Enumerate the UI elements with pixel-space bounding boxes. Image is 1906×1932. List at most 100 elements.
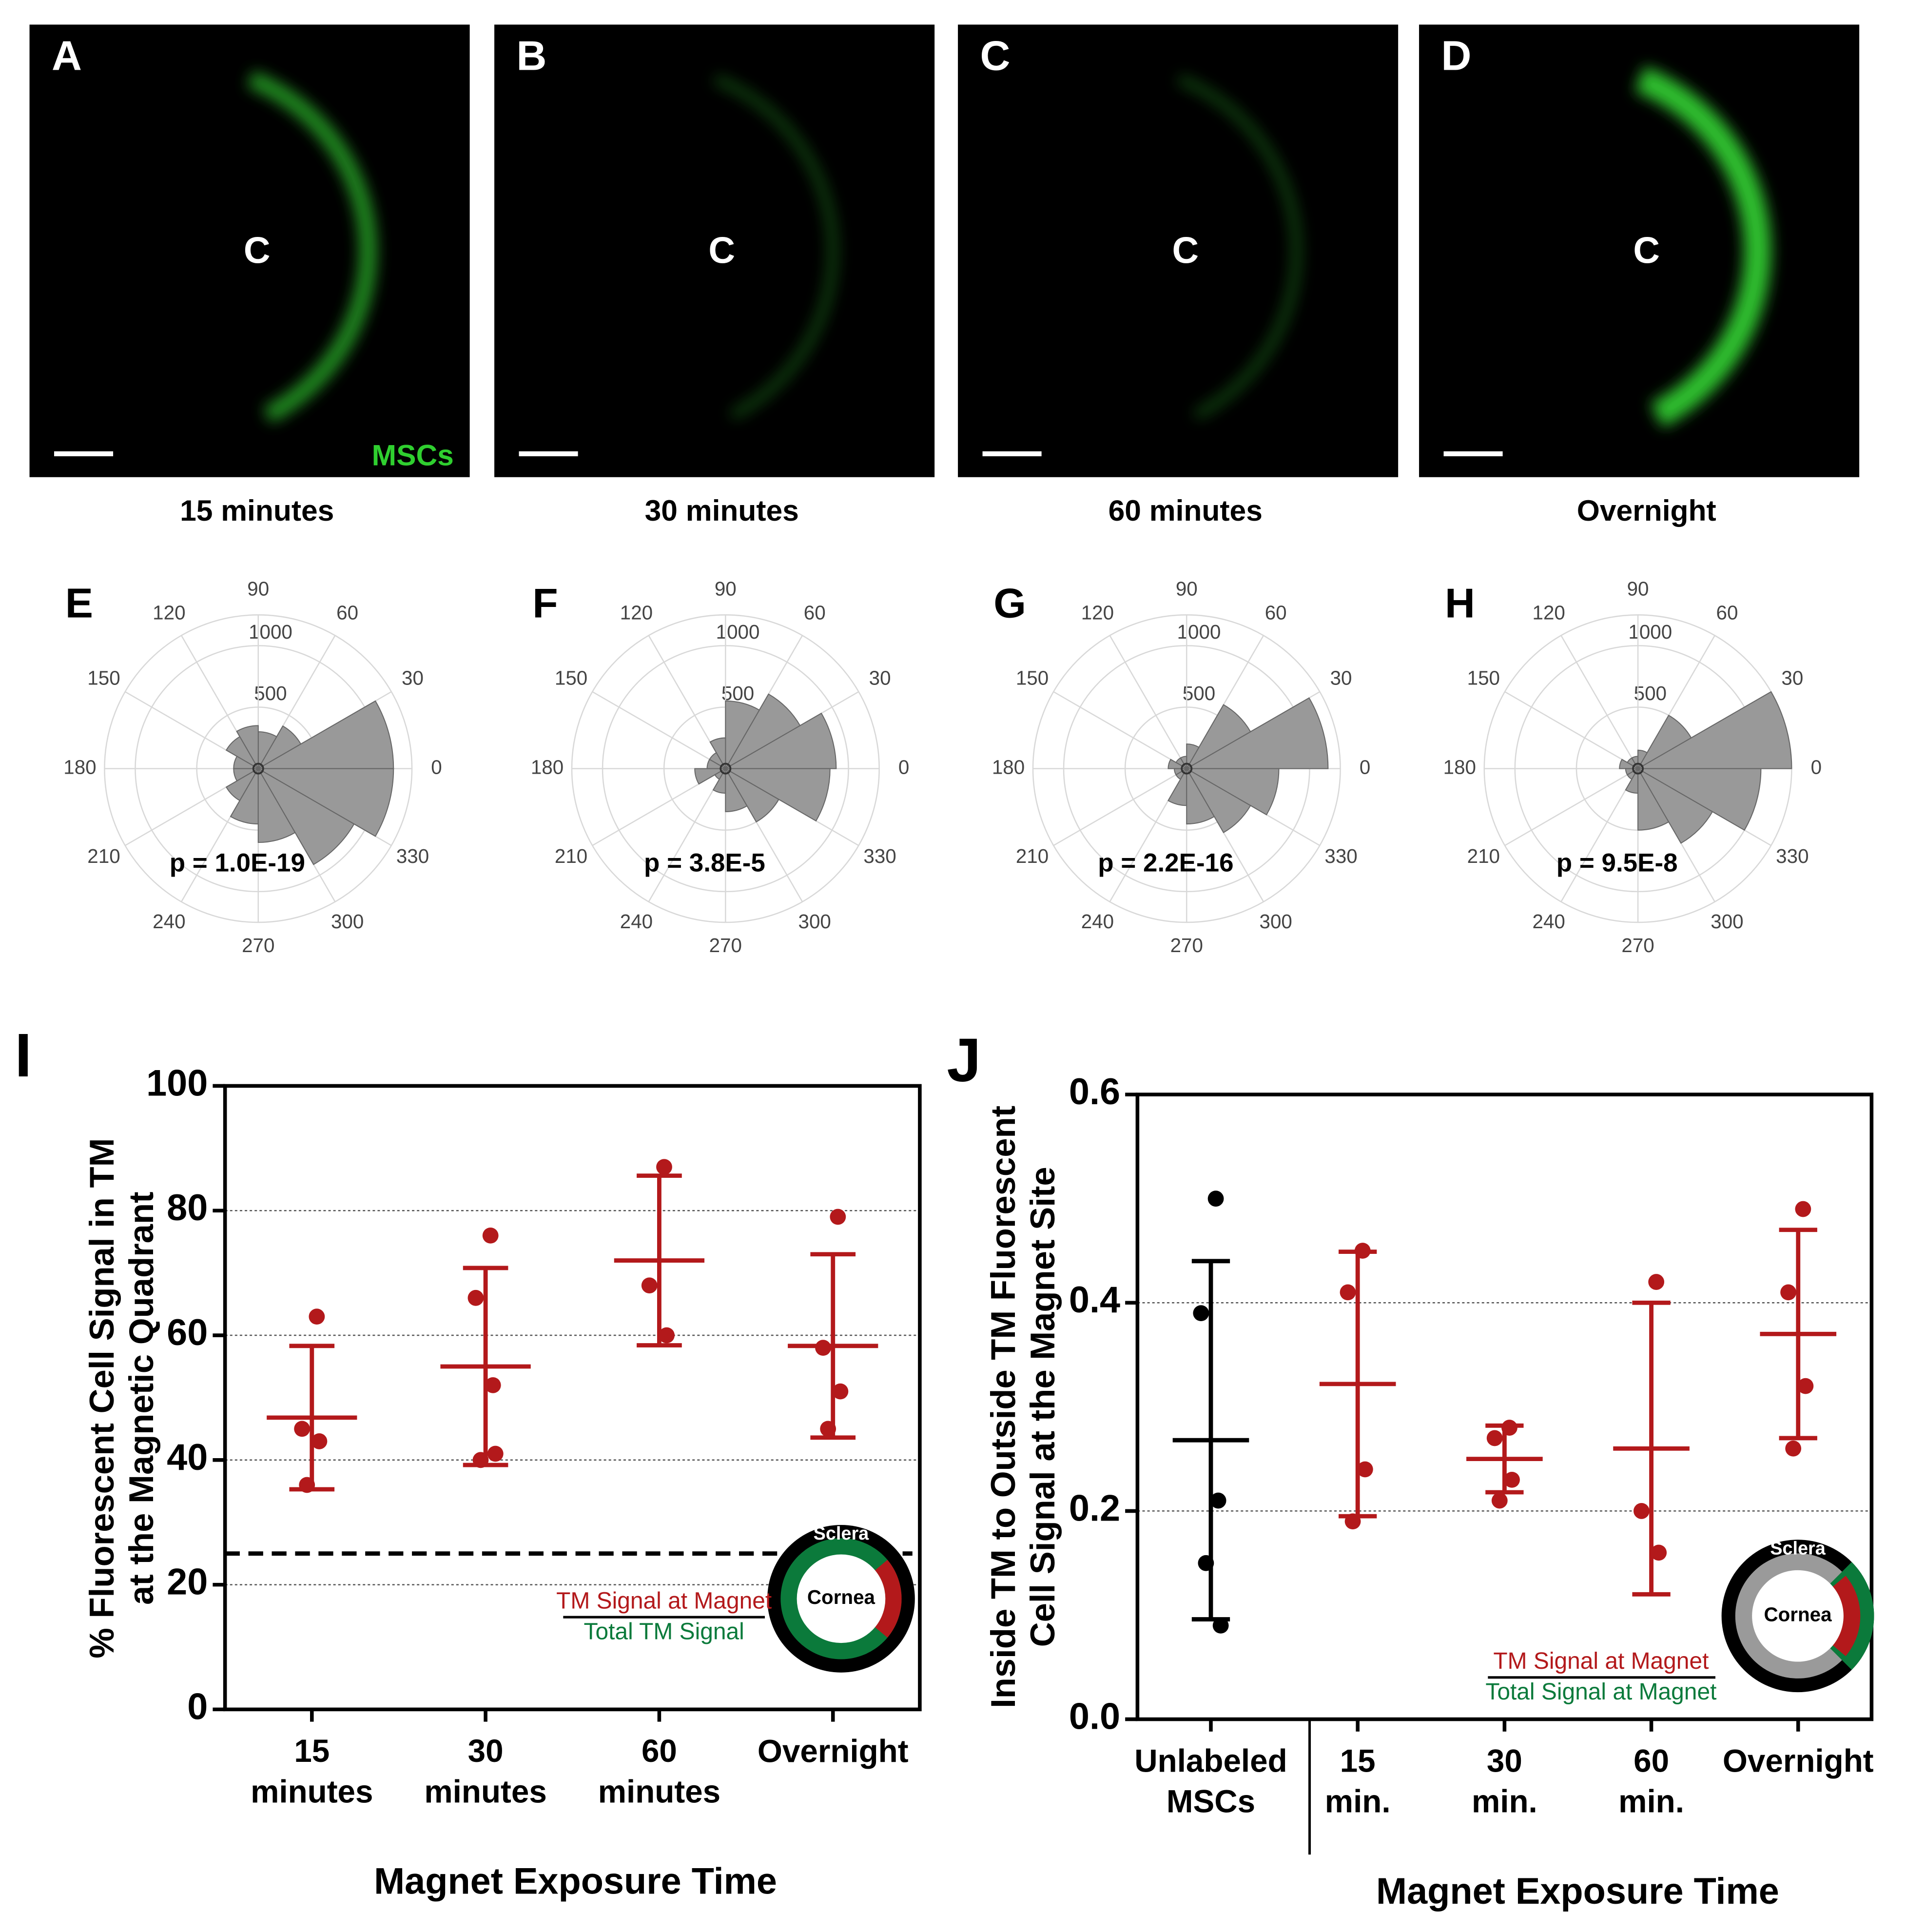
theta-tick-label: 300 [1260, 910, 1292, 933]
rose-wedge [709, 737, 726, 771]
ring-outer-label: Sclera [1770, 1538, 1826, 1559]
rose-wedge [1636, 767, 1713, 844]
error-bar [1632, 1300, 1671, 1597]
data-point [1648, 1274, 1665, 1290]
x-tick-label: 60 minutes [598, 1734, 720, 1810]
polar-spoke [1504, 768, 1638, 846]
data-point [485, 1377, 501, 1393]
rose-wedge [725, 700, 760, 771]
fluorescence-arc [1177, 74, 1302, 420]
data-point [1780, 1284, 1796, 1301]
rose-wedge [724, 693, 801, 770]
theta-tick-label: 300 [331, 910, 364, 933]
r-tick-label: 1000 [1177, 621, 1221, 643]
y-tick-label: 60 [167, 1312, 208, 1353]
panel-letter: A [52, 33, 82, 79]
data-point [832, 1383, 849, 1400]
y-tick-label: 0.0 [1069, 1696, 1120, 1737]
theta-tick-label: 0 [1360, 756, 1370, 778]
panel-letter: C [980, 33, 1010, 79]
theta-tick-label: 30 [1781, 666, 1803, 689]
data-point [309, 1308, 325, 1325]
rose-wedge [1185, 697, 1329, 769]
data-point [659, 1327, 675, 1344]
theta-tick-label: 150 [1467, 666, 1500, 689]
theta-tick-label: 180 [1443, 756, 1476, 778]
ring-tm-at-magnet [1832, 1576, 1861, 1657]
micrograph [958, 24, 1399, 477]
theta-tick-label: 30 [869, 666, 891, 689]
center-label: C [708, 230, 735, 272]
ring-tm-at-magnet [875, 1560, 902, 1638]
theta-tick-label: 330 [396, 845, 429, 867]
data-point [641, 1277, 658, 1294]
theta-tick-label: 330 [863, 845, 896, 867]
data-point [311, 1433, 328, 1449]
theta-tick-label: 240 [1081, 910, 1114, 933]
p-value: p = 9.5E-8 [1556, 848, 1678, 877]
data-point [1212, 1617, 1229, 1634]
theta-tick-label: 60 [804, 602, 826, 624]
theta-tick-label: 60 [336, 602, 358, 624]
error-bar [1339, 1249, 1377, 1519]
rose-wedge [694, 768, 728, 785]
theta-tick-label: 0 [898, 756, 909, 778]
r-tick-label: 500 [1183, 682, 1215, 704]
caption: 30 minutes [645, 494, 799, 527]
data-point [1797, 1378, 1814, 1394]
data-point [1504, 1471, 1520, 1488]
theta-tick-label: 60 [1716, 602, 1738, 624]
x-axis-label: Magnet Exposure Time [374, 1861, 777, 1902]
error-bar [1485, 1423, 1524, 1495]
theta-tick-label: 90 [1627, 578, 1649, 600]
theta-tick-label: 210 [555, 845, 587, 867]
rose-wedge [256, 700, 394, 769]
theta-tick-label: 270 [242, 934, 274, 956]
polar-center [720, 762, 732, 775]
data-point [1633, 1503, 1650, 1519]
x-tick-label: 60 min. [1618, 1743, 1684, 1819]
fluorescence-arc [713, 74, 838, 420]
rose-wedge [1636, 691, 1792, 769]
panel-letter: F [532, 580, 558, 626]
y-tick-label: 0.4 [1069, 1279, 1120, 1321]
rose-wedge [723, 712, 837, 769]
polar-spoke [648, 768, 726, 902]
error-bar [810, 1252, 856, 1440]
rose-wedge [1185, 768, 1280, 816]
data-point [830, 1209, 846, 1225]
theta-tick-label: 210 [1467, 845, 1500, 867]
theta-tick-label: 60 [1265, 602, 1287, 624]
panel-letter: B [516, 33, 546, 79]
theta-tick-label: 270 [1170, 934, 1203, 956]
center-label: C [1633, 230, 1660, 272]
polar-center [1181, 762, 1193, 775]
plot-frame [223, 1084, 922, 1712]
y-axis-label: Cell Signal at the Magnet Site [1023, 1167, 1062, 1647]
data-point [1651, 1544, 1667, 1561]
panel-letter: D [1441, 33, 1471, 79]
r-tick-label: 500 [1634, 682, 1667, 704]
theta-tick-label: 0 [1811, 756, 1822, 778]
theta-tick-label: 0 [431, 756, 442, 778]
caption: 15 minutes [180, 494, 334, 527]
theta-tick-label: 150 [87, 666, 120, 689]
y-tick-label: 80 [167, 1187, 208, 1229]
theta-tick-label: 270 [709, 934, 742, 956]
x-tick-label: Overnight [758, 1734, 909, 1769]
fluorescence-arc [247, 71, 377, 423]
rose-wedge [256, 767, 355, 865]
data-point [1357, 1461, 1373, 1478]
rose-wedge [1636, 768, 1762, 831]
r-tick-label: 500 [254, 682, 287, 704]
y-tick-label: 0 [187, 1686, 208, 1727]
panel-letter: J [947, 1026, 981, 1094]
y-axis-label: at the Magnetic Quadrant [122, 1191, 160, 1605]
data-point [482, 1228, 499, 1244]
x-tick-label: 30 min. [1472, 1743, 1537, 1819]
stain-label: MSCs [372, 438, 454, 471]
theta-tick-label: 150 [555, 666, 587, 689]
caption: 60 minutes [1109, 494, 1263, 527]
rose-wedge [256, 768, 394, 837]
